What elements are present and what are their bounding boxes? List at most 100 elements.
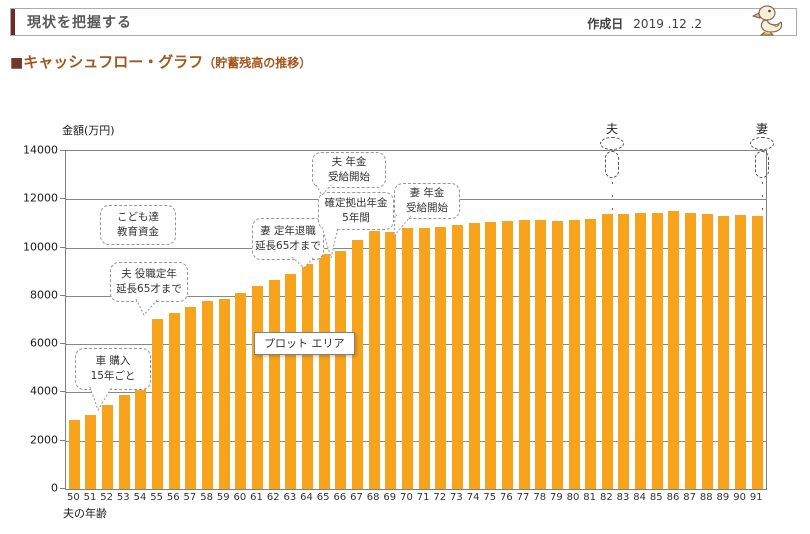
bar-age-73 [451, 224, 463, 489]
bar-age-85 [651, 212, 663, 489]
bar-age-62 [268, 280, 280, 489]
y-tick-label-10000: 10000 [23, 240, 58, 254]
x-tick-label-51: 51 [83, 492, 97, 503]
x-axis-title: 夫の年齢 [63, 507, 107, 520]
x-tick-label-83: 83 [616, 492, 630, 503]
bar-age-82 [601, 213, 613, 489]
bar-age-54 [135, 385, 147, 489]
x-tick-label-57: 57 [183, 492, 197, 503]
marker-wife-label: 妻 [755, 122, 769, 136]
x-tick-label-76: 76 [500, 492, 513, 503]
section-subtitle-text: （貯蓄残高の推移） [203, 56, 312, 70]
bar-age-68 [368, 230, 380, 489]
x-tick-label-63: 63 [283, 492, 297, 503]
gridline-2000 [66, 440, 766, 442]
x-tick-label-74: 74 [466, 492, 480, 503]
annotation-kodomo: こども達 教育資金 [100, 205, 176, 245]
x-tick-label-53: 53 [116, 492, 130, 503]
x-tick-label-79: 79 [549, 492, 563, 503]
section-title: ■キャッシュフロー・グラフ（貯蓄残高の推移） [10, 51, 311, 72]
x-tick-label-82: 82 [599, 492, 613, 503]
y-tick-label-0: 0 [51, 481, 58, 495]
x-tick-label-88: 88 [699, 492, 713, 503]
x-tick-label-69: 69 [383, 492, 397, 503]
x-tick-label-62: 62 [266, 492, 280, 503]
x-tick-label-54: 54 [133, 492, 147, 503]
bar-age-75 [485, 222, 497, 489]
bar-age-84 [635, 212, 647, 489]
bar-age-67 [351, 240, 363, 489]
creation-date: 作成日 2019 .12 .2 [587, 15, 702, 32]
bar-series [66, 151, 766, 489]
marker-husband-label: 夫 [605, 122, 619, 136]
bar-age-66 [335, 251, 347, 489]
marker-husband-ellipse-icon [600, 137, 624, 150]
bar-age-53 [118, 394, 130, 489]
section-title-text: キャッシュフロー・グラフ [23, 53, 204, 71]
x-tick-label-73: 73 [450, 492, 463, 503]
bar-age-71 [418, 228, 430, 489]
x-tick-label-84: 84 [633, 492, 646, 503]
x-tick-label-59: 59 [216, 492, 230, 503]
duck-mascot-icon [751, 3, 791, 41]
x-tick-label-87: 87 [683, 492, 696, 503]
bar-age-76 [501, 221, 513, 489]
bar-age-50 [68, 420, 80, 489]
section-bullet-icon: ■ [10, 55, 24, 71]
bar-age-65 [318, 253, 330, 489]
page-title: 現状を把握する [27, 15, 132, 31]
x-tick-label-52: 52 [100, 492, 113, 503]
bar-age-58 [202, 300, 214, 489]
y-tick-mark-0 [60, 488, 65, 489]
bar-age-88 [701, 213, 713, 489]
y-tick-mark-12000 [60, 198, 65, 200]
marker-husband-dotted-line [612, 182, 613, 214]
marker-wife-dotted-line [762, 182, 763, 214]
annotation-kakutei: 確定拠出年金 5年間 [318, 192, 394, 230]
x-tick-label-60: 60 [233, 492, 247, 503]
x-tick-label-65: 65 [316, 492, 330, 503]
annotation-yakushoku: 夫 役職定年 延長65才まで [110, 262, 188, 302]
bar-age-52 [102, 404, 114, 489]
annotation-kakutei-tail [321, 227, 339, 259]
y-tick-mark-6000 [60, 343, 65, 345]
gridline-6000 [66, 344, 766, 346]
bar-age-80 [568, 219, 580, 489]
gridline-10000 [66, 247, 766, 249]
creation-date-value: 2019 .12 .2 [633, 17, 702, 31]
x-tick-label-50: 50 [66, 492, 80, 503]
x-tick-label-91: 91 [749, 492, 763, 503]
header-accent-stripe [11, 9, 15, 35]
annotation-otto-nenkin-tail [315, 185, 332, 196]
bar-age-86 [668, 211, 680, 489]
bar-age-59 [218, 299, 230, 489]
y-tick-label-6000: 6000 [30, 336, 58, 350]
bar-age-81 [585, 218, 597, 489]
bar-age-57 [185, 306, 197, 489]
marker-wife-ellipse-icon [750, 137, 774, 150]
x-tick-label-61: 61 [250, 492, 263, 503]
x-tick-label-90: 90 [733, 492, 746, 503]
x-axis-labels: 50 51 52 53 54 55 56 57 58 59 60 61 62 63 64 65 66 67 68 69… [65, 492, 765, 503]
y-tick-mark-8000 [60, 294, 65, 296]
bar-age-78 [535, 219, 547, 489]
bar-age-89 [718, 216, 730, 489]
y-tick-mark-2000 [60, 439, 65, 441]
x-tick-label-75: 75 [483, 492, 497, 503]
x-tick-label-89: 89 [716, 492, 730, 503]
annotation-tsuma-nenkin-tail [393, 216, 412, 238]
y-tick-label-14000: 14000 [23, 143, 58, 157]
bar-age-60 [235, 293, 247, 489]
y-axis-title: 金額(万円) [62, 124, 115, 137]
x-tick-label-81: 81 [583, 492, 597, 503]
annotation-tsuma-teinen: 妻 定年退職 延長65才まで [252, 218, 324, 260]
x-tick-label-86: 86 [666, 492, 680, 503]
plot-area-tooltip: プロット エリア [254, 332, 355, 355]
x-tick-label-85: 85 [649, 492, 663, 503]
y-tick-mark-14000 [60, 150, 65, 151]
x-tick-label-66: 66 [333, 492, 347, 503]
creation-date-label: 作成日 [587, 17, 624, 31]
y-tick-label-2000: 2000 [30, 433, 58, 447]
y-tick-label-4000: 4000 [30, 384, 58, 398]
